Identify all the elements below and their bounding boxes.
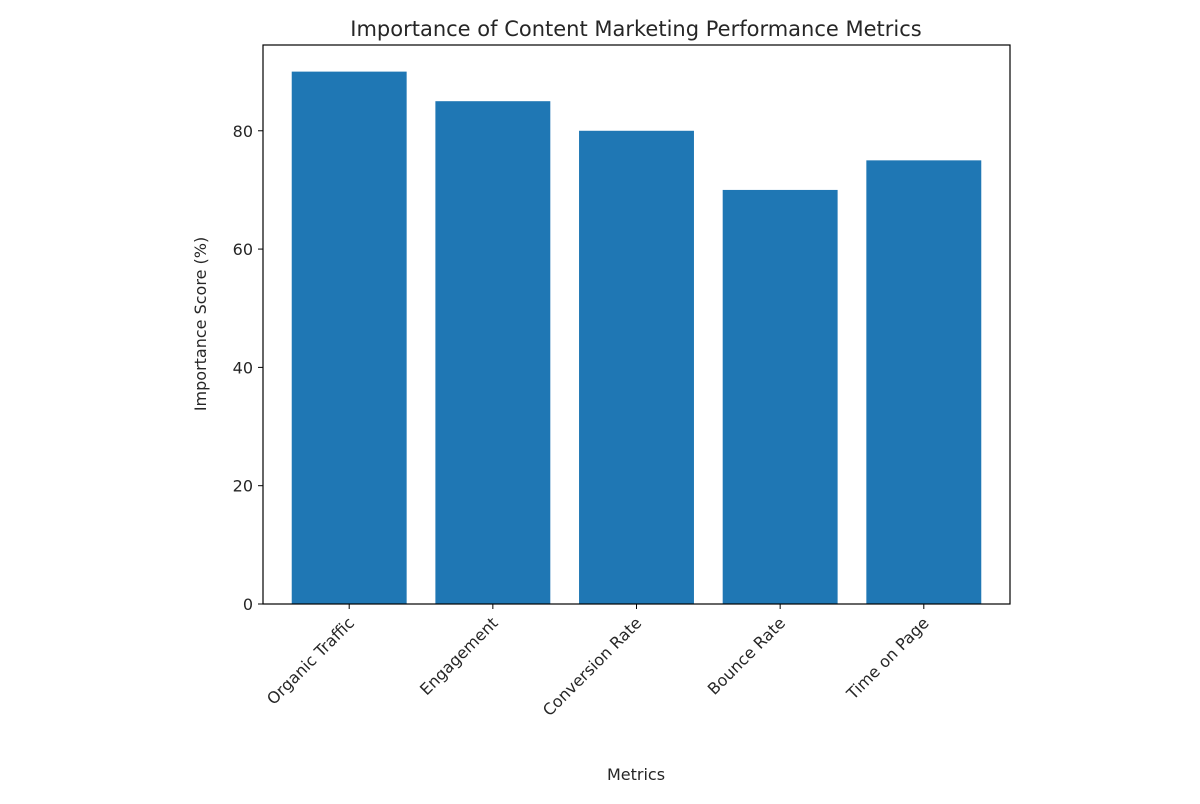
y-tick-label: 40	[233, 358, 253, 377]
y-tick-label: 20	[233, 477, 253, 496]
x-axis: Organic Traffic Engagement Conversion Rate…	[263, 604, 933, 720]
bar	[722, 189, 838, 605]
bars	[291, 71, 982, 605]
y-axis-label: Importance Score (%)	[191, 237, 210, 411]
bar	[579, 130, 694, 604]
x-tick-label: Conversion Rate	[539, 613, 645, 719]
x-axis-label: Metrics	[607, 765, 665, 784]
bar	[866, 160, 982, 604]
x-tick-label: Engagement	[416, 613, 502, 699]
y-tick-label: 0	[243, 595, 253, 614]
x-tick-label: Organic Traffic	[263, 613, 358, 708]
bar	[435, 101, 551, 604]
y-tick-label: 60	[233, 240, 253, 259]
y-tick-label: 80	[233, 122, 253, 141]
bar	[291, 71, 407, 605]
chart-title: Importance of Content Marketing Performa…	[350, 17, 921, 41]
x-tick-label: Bounce Rate	[704, 613, 789, 698]
x-tick-label: Time on Page	[842, 613, 933, 704]
y-axis: 0 20 40 60 80	[233, 122, 263, 614]
